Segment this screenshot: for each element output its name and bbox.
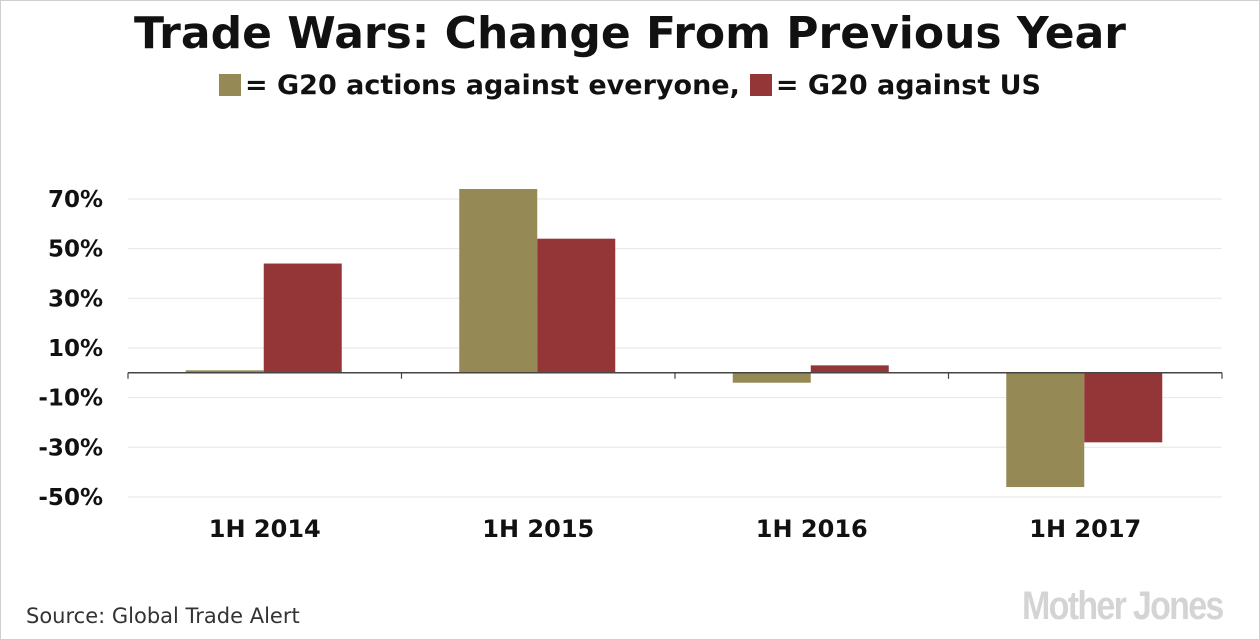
legend-swatch-everyone bbox=[218, 74, 241, 96]
source-note: Source: Global Trade Alert bbox=[26, 604, 300, 628]
bar-us bbox=[263, 263, 342, 373]
y-tick-label: -50% bbox=[38, 485, 103, 511]
x-tick-label: 1H 2017 bbox=[1029, 515, 1141, 543]
y-tick-label: 10% bbox=[48, 336, 103, 362]
x-tick-label: 1H 2015 bbox=[482, 515, 594, 543]
bar-everyone bbox=[732, 372, 811, 383]
bar-us bbox=[1084, 372, 1163, 443]
bar-us bbox=[537, 238, 616, 373]
legend: = G20 actions against everyone, = G20 aga… bbox=[0, 70, 1260, 101]
y-tick-label: -30% bbox=[38, 435, 103, 461]
y-tick-label: 30% bbox=[48, 286, 103, 312]
bar-everyone bbox=[459, 189, 538, 373]
y-tick-label: 70% bbox=[48, 187, 103, 213]
x-tick-label: 1H 2016 bbox=[756, 515, 868, 543]
bar-us bbox=[810, 365, 889, 373]
legend-label-us: = G20 against US bbox=[775, 70, 1042, 101]
x-tick-label: 1H 2014 bbox=[209, 515, 321, 543]
bar-everyone bbox=[1006, 372, 1085, 488]
mother-jones-logo: Mother Jones bbox=[1022, 584, 1224, 628]
legend-swatch-us bbox=[749, 74, 772, 96]
bar-everyone bbox=[185, 370, 264, 373]
legend-label-everyone: = G20 actions against everyone, bbox=[244, 70, 740, 101]
y-tick-label: 50% bbox=[48, 237, 103, 263]
chart-title: Trade Wars: Change From Previous Year bbox=[134, 8, 1126, 59]
y-tick-label: -10% bbox=[38, 386, 103, 412]
